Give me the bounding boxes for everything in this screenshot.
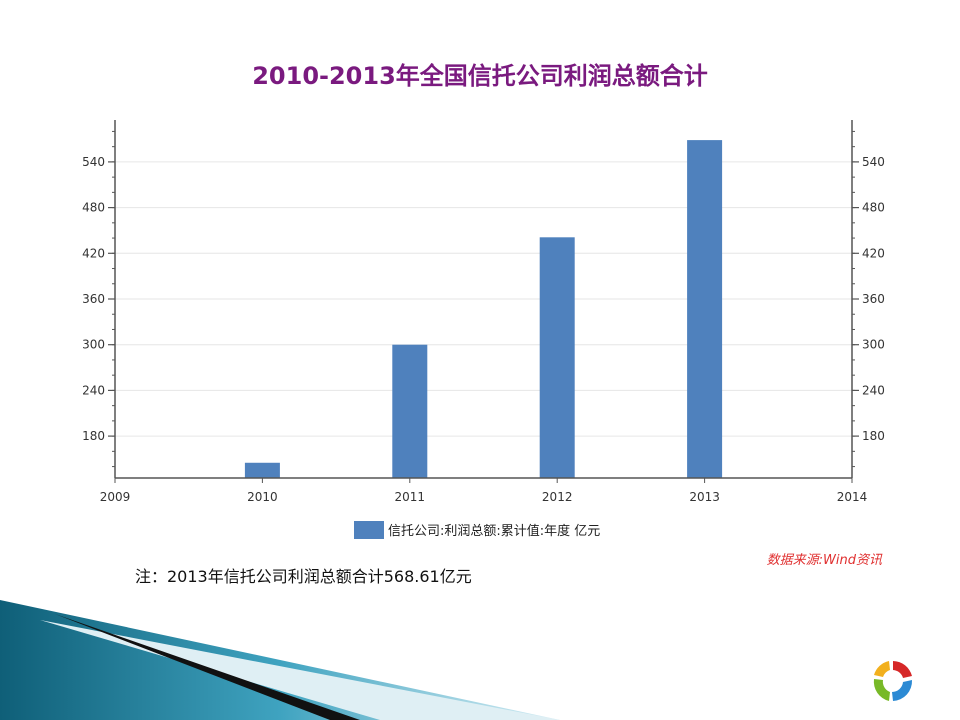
legend: 信托公司:利润总额:累计值:年度 亿元 [354,520,600,539]
bar [687,140,723,478]
footnote: 注：2013年信托公司利润总额合计568.61亿元 [135,567,472,586]
y-tick-label: 180 [82,429,105,443]
y-tick-label: 300 [82,338,105,352]
bar [539,237,575,478]
legend-swatch [354,520,384,539]
y-tick-label: 240 [82,383,105,397]
bars-layer [244,140,723,478]
source-note: 数据来源:Wind资讯 [766,553,882,568]
axes-layer: 180 180 240 240 300 300 360 360 420 420 480 480 540 5… [82,120,885,504]
x-tick-label: 2012 [542,490,573,504]
logo-icon [873,661,913,701]
x-tick-label: 2013 [689,490,720,504]
x-tick-label: 2014 [837,490,868,504]
y-tick-label-right: 240 [862,383,885,397]
bar [244,462,280,478]
y-tick-label-right: 480 [862,201,885,215]
y-tick-label-right: 300 [862,338,885,352]
y-tick-label-right: 420 [862,246,885,260]
y-tick-label: 540 [82,155,105,169]
grid-layer [115,161,852,437]
x-tick-label: 2009 [100,490,131,504]
y-tick-label-right: 180 [862,429,885,443]
decorative-swoosh [0,600,560,720]
y-tick-label: 420 [82,246,105,260]
legend-label: 信托公司:利润总额:累计值:年度 亿元 [388,524,601,539]
y-tick-label: 480 [82,201,105,215]
x-tick-label: 2011 [395,490,426,504]
y-tick-label-right: 360 [862,292,885,306]
y-tick-label-right: 540 [862,155,885,169]
x-tick-label: 2010 [247,490,278,504]
y-tick-label: 360 [82,292,105,306]
chart-title: 2010-2013年全国信托公司利润总额合计 [252,62,708,90]
bar [392,344,428,478]
